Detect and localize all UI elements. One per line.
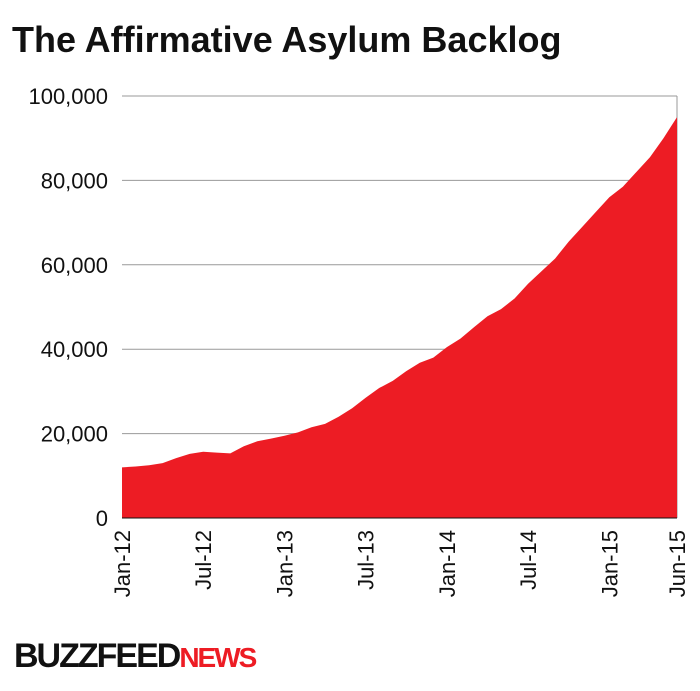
x-tick-label: Jan-12 xyxy=(110,530,135,597)
x-tick-label: Jan-14 xyxy=(435,530,460,597)
y-tick-label: 60,000 xyxy=(41,253,108,278)
chart-title: The Affirmative Asylum Backlog xyxy=(12,19,561,60)
y-tick-label: 100,000 xyxy=(28,84,108,109)
y-tick-label: 80,000 xyxy=(41,168,108,193)
brand: BUZZFEED xyxy=(14,637,181,675)
x-tick-label: Jul-13 xyxy=(354,530,379,590)
x-tick-label: Jul-12 xyxy=(191,530,216,590)
brand-suffix: NEWS xyxy=(179,642,256,673)
y-tick-label: 0 xyxy=(96,506,108,531)
brand-logo: BUZZFEEDNEWS xyxy=(14,637,257,675)
x-tick-label: Jul-14 xyxy=(516,530,541,590)
area xyxy=(122,117,677,518)
y-tick-label: 20,000 xyxy=(41,422,108,447)
x-tick-label: Jan-15 xyxy=(597,530,622,597)
y-tick-label: 40,000 xyxy=(41,337,108,362)
x-tick-label: Jun-15 xyxy=(665,530,690,597)
x-tick-label: Jan-13 xyxy=(272,530,297,597)
